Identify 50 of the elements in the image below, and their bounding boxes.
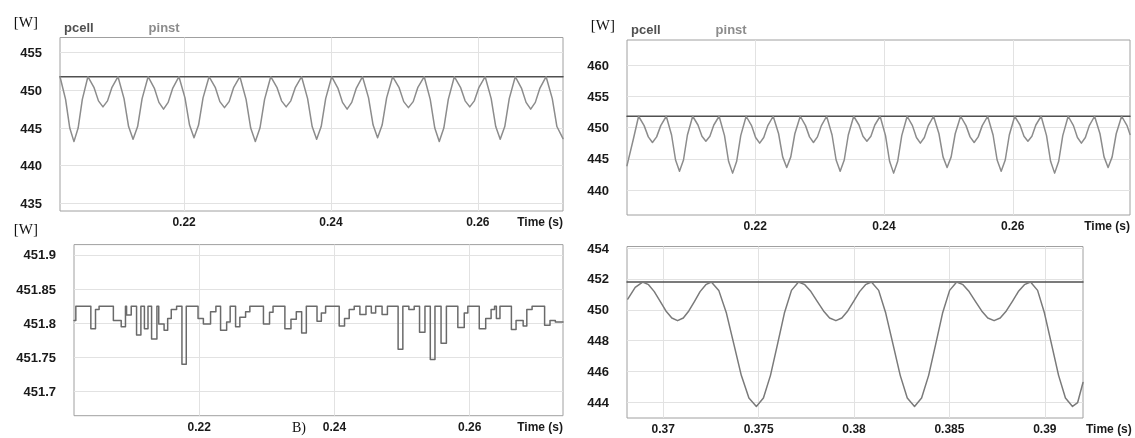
y-tick-label: 446 — [587, 364, 609, 380]
x-tick-label: 0.24 — [319, 215, 343, 229]
y-tick-label: 455 — [20, 45, 42, 61]
y-axis-title: [W] — [13, 221, 38, 238]
y-tick-label: 448 — [587, 333, 609, 349]
y-tick-label: 451.75 — [16, 350, 56, 366]
x-tick-label: 0.26 — [466, 215, 490, 229]
text: pcell — [631, 22, 661, 37]
x-tick-label: 0.38 — [842, 422, 867, 436]
y-tick-label: 460 — [587, 57, 609, 73]
x-tick-label: 0.24 — [872, 219, 896, 233]
text: pinst — [715, 22, 748, 37]
x-axis-title: Time (s) — [517, 215, 563, 229]
x-axis-title: Time (s) — [1086, 422, 1132, 436]
line-series — [59, 75, 564, 143]
x-tick-label: 0.385 — [934, 422, 965, 436]
x-tick-label: 0.26 — [1001, 219, 1025, 233]
y-tick-label: 451.7 — [23, 384, 56, 400]
x-tick-label: 0.22 — [172, 215, 197, 229]
y-tick-label: 450 — [587, 302, 609, 318]
text: B) — [292, 419, 307, 436]
y-tick-label: 450 — [20, 82, 42, 98]
y-axis-title: [W] — [590, 16, 615, 33]
y-tick-label: 450 — [587, 120, 609, 135]
y-tick-label: 451.9 — [23, 247, 56, 263]
x-tick-label: 0.39 — [1033, 422, 1057, 436]
y-tick-label: 440 — [587, 182, 609, 198]
y-tick-label: 444 — [587, 395, 610, 411]
y-tick-label: 435 — [20, 195, 42, 211]
x-axis-title: Time (s) — [517, 419, 563, 434]
text: pcell — [64, 19, 94, 35]
y-tick-label: 451.85 — [16, 281, 56, 297]
line-series — [626, 115, 1131, 174]
y-tick-label: 445 — [587, 151, 609, 167]
text: pinst — [148, 19, 181, 35]
x-tick-label: 0.26 — [457, 419, 482, 434]
y-tick-label: 454 — [587, 240, 610, 256]
y-tick-label: 451.8 — [23, 315, 56, 331]
x-tick-label: 0.22 — [743, 219, 768, 233]
y-tick-label: 452 — [587, 271, 609, 287]
x-tick-label: 0.37 — [651, 422, 676, 436]
line-series — [627, 281, 1084, 408]
x-tick-label: 0.375 — [743, 422, 774, 436]
x-tick-label: 0.24 — [322, 419, 347, 434]
x-tick-label: 0.22 — [187, 419, 212, 434]
y-tick-label: 455 — [587, 88, 609, 104]
x-axis-title: Time (s) — [1084, 219, 1130, 233]
y-tick-label: 440 — [20, 158, 42, 174]
y-axis-title: [W] — [13, 14, 38, 30]
y-tick-label: 445 — [20, 120, 42, 136]
